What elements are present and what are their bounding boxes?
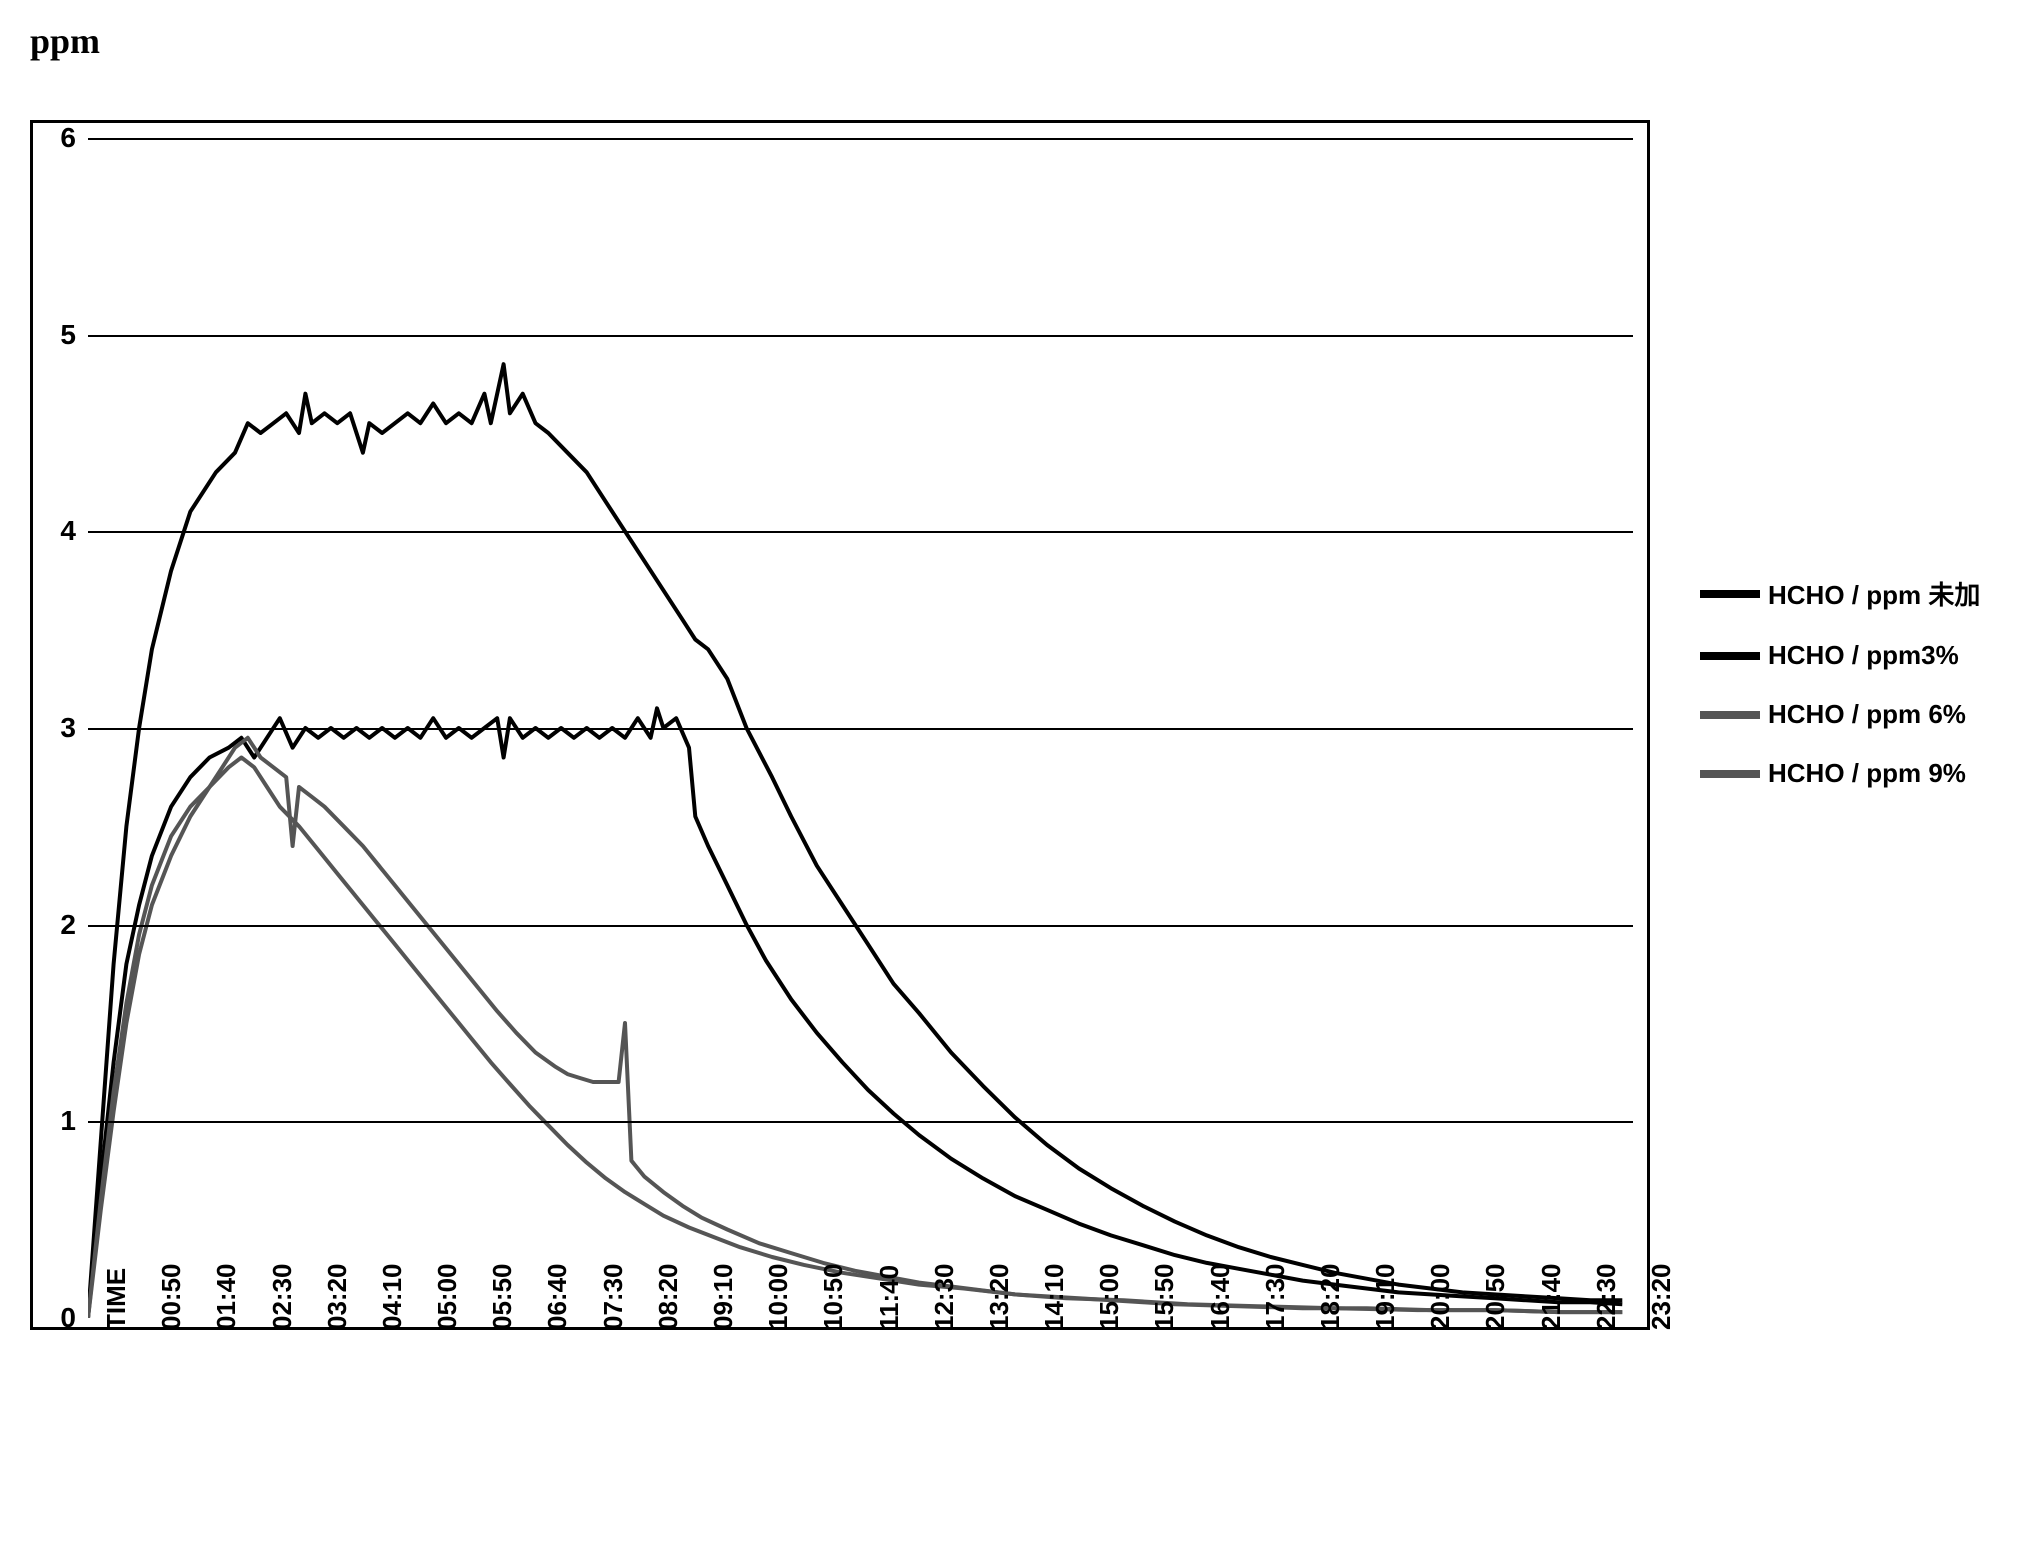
legend-label: HCHO / ppm 未加 bbox=[1768, 575, 1980, 612]
ytick-label: 3 bbox=[33, 712, 76, 744]
legend-label: HCHO / ppm 9% bbox=[1768, 758, 1966, 789]
xtick-label: 13:20 bbox=[984, 1264, 1015, 1331]
xtick-label: 02:30 bbox=[267, 1264, 298, 1331]
xtick-label: 20:00 bbox=[1425, 1264, 1456, 1331]
xtick-label: 06:40 bbox=[542, 1264, 573, 1331]
ytick-label: 0 bbox=[33, 1302, 76, 1334]
xtick-label: 11:40 bbox=[874, 1265, 905, 1330]
xtick-label: 19:10 bbox=[1370, 1264, 1401, 1331]
legend-swatch bbox=[1700, 652, 1760, 660]
legend-label: HCHO / ppm3% bbox=[1768, 640, 1959, 671]
xtick-label: 07:30 bbox=[598, 1264, 629, 1331]
series-line bbox=[88, 738, 1622, 1318]
xtick-label: 16:40 bbox=[1205, 1264, 1236, 1331]
gridline bbox=[88, 1121, 1633, 1123]
legend-item: HCHO / ppm 9% bbox=[1700, 758, 1980, 789]
xtick-label: 05:50 bbox=[487, 1264, 518, 1331]
xtick-label: 17:30 bbox=[1260, 1264, 1291, 1331]
xtick-label: 00:50 bbox=[156, 1264, 187, 1331]
legend: HCHO / ppm 未加 HCHO / ppm3% HCHO / ppm 6% HC… bbox=[1700, 575, 1980, 817]
xtick-label: 21:40 bbox=[1536, 1264, 1567, 1331]
legend-item: HCHO / ppm 6% bbox=[1700, 699, 1980, 730]
ytick-label: 6 bbox=[33, 122, 76, 154]
legend-label: HCHO / ppm 6% bbox=[1768, 699, 1966, 730]
ytick-label: 4 bbox=[33, 515, 76, 547]
y-axis-label: ppm bbox=[30, 20, 100, 62]
xtick-label: 01:40 bbox=[211, 1264, 242, 1331]
gridline bbox=[88, 138, 1633, 140]
legend-swatch bbox=[1700, 590, 1760, 598]
ytick-label: 1 bbox=[33, 1105, 76, 1137]
series-line bbox=[88, 364, 1622, 1318]
ytick-label: 2 bbox=[33, 909, 76, 941]
xtick-label: 10:00 bbox=[763, 1264, 794, 1331]
xtick-label: 09:10 bbox=[708, 1264, 739, 1331]
xtick-label: TIME bbox=[101, 1268, 132, 1330]
xtick-label: 12:30 bbox=[929, 1264, 960, 1331]
xtick-label: 15:50 bbox=[1149, 1264, 1180, 1331]
xtick-label: 05:00 bbox=[432, 1264, 463, 1331]
chart-wrap: 0123456TIME00:5001:4002:3003:2004:1005:0… bbox=[30, 120, 1650, 1330]
xtick-label: 15:00 bbox=[1094, 1264, 1125, 1331]
legend-swatch bbox=[1700, 770, 1760, 778]
xtick-label: 23:20 bbox=[1646, 1264, 1677, 1331]
xtick-label: 04:10 bbox=[377, 1264, 408, 1331]
legend-item: HCHO / ppm 未加 bbox=[1700, 575, 1980, 612]
xtick-label: 14:10 bbox=[1039, 1264, 1070, 1331]
page: ppm 0 1 2 3 4 5 6 TIME 00:50 01:40 02:30 03:20 04:10… bbox=[0, 0, 2021, 1556]
xtick-label: 10:50 bbox=[818, 1264, 849, 1331]
xtick-label: 20:50 bbox=[1480, 1264, 1511, 1331]
legend-swatch bbox=[1700, 711, 1760, 719]
xtick-label: 18:20 bbox=[1315, 1264, 1346, 1331]
gridline bbox=[88, 728, 1633, 730]
series-line bbox=[88, 758, 1622, 1319]
plot-area bbox=[88, 138, 1633, 1318]
ytick-label: 5 bbox=[33, 319, 76, 351]
legend-item: HCHO / ppm3% bbox=[1700, 640, 1980, 671]
gridline bbox=[88, 925, 1633, 927]
gridline bbox=[88, 531, 1633, 533]
gridline bbox=[88, 335, 1633, 337]
chart-outer-frame: 0123456TIME00:5001:4002:3003:2004:1005:0… bbox=[30, 120, 1650, 1330]
xtick-label: 03:20 bbox=[322, 1264, 353, 1331]
xtick-label: 22:30 bbox=[1591, 1264, 1622, 1331]
xtick-label: 08:20 bbox=[653, 1264, 684, 1331]
